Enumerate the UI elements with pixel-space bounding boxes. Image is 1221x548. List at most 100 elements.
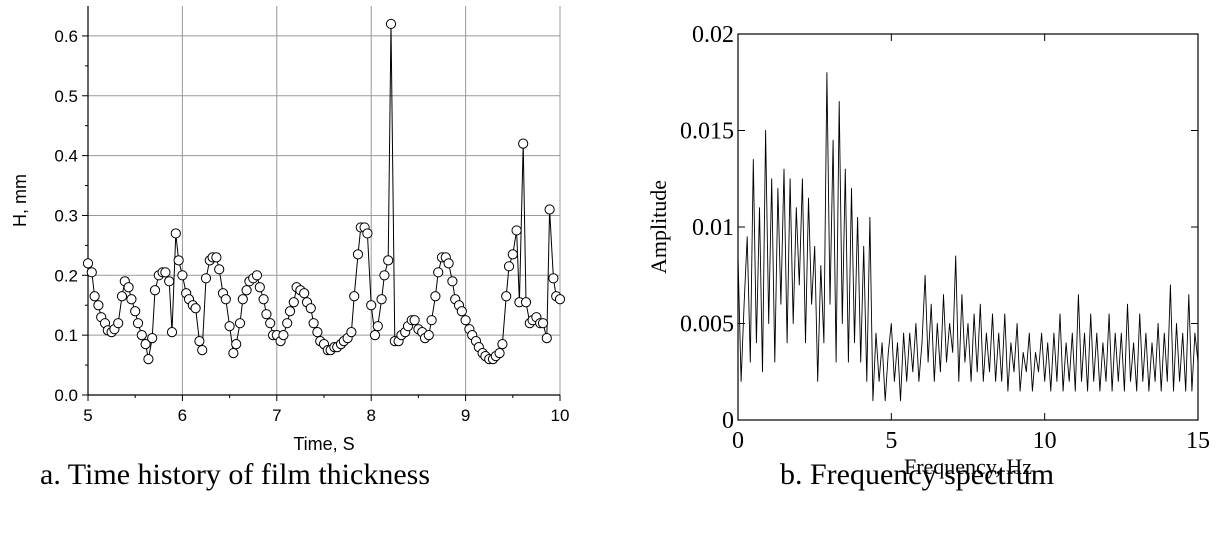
data-point (537, 318, 549, 329)
data-point (409, 315, 420, 326)
data-point (460, 315, 471, 326)
data-point (130, 306, 141, 317)
data-point (423, 330, 434, 341)
data-point (507, 249, 518, 260)
data-point (494, 348, 505, 359)
data-point (228, 348, 239, 359)
data-point (123, 282, 134, 293)
data-point (258, 294, 269, 305)
data-point (312, 327, 323, 338)
x-tick-label: 0 (732, 428, 744, 454)
data-point (497, 339, 508, 350)
series-line (87, 23, 561, 360)
data-point (443, 258, 454, 269)
data-point (170, 228, 181, 239)
data-point (305, 303, 316, 314)
data-point (511, 225, 522, 236)
y-tick-label: 0.1 (54, 326, 78, 345)
chart-time-history: 5 6 7 8 9 10 0.0 0.1 0.2 0.3 0.4 0.5 0.6 Time, S H, mm (10, 6, 570, 454)
data-point (126, 294, 137, 305)
y-axis-label: H, mm (10, 174, 30, 227)
data-point (194, 336, 205, 347)
data-point (261, 309, 272, 320)
y-tick-label: 0.015 (680, 119, 734, 145)
data-point (190, 303, 201, 314)
x-tick-label: 10 (551, 406, 570, 425)
data-point (383, 255, 394, 266)
data-point (241, 285, 252, 296)
data-point (349, 291, 360, 302)
data-point (447, 276, 458, 287)
data-point (132, 318, 144, 329)
data-point (231, 339, 242, 350)
caption-b: b. Frequency spectrum (780, 458, 1055, 491)
data-point (265, 318, 276, 329)
data-point (385, 18, 397, 30)
data-point (200, 273, 212, 284)
x-tick-label: 6 (178, 406, 187, 425)
data-point (369, 330, 381, 341)
data-point (143, 353, 154, 365)
data-point (548, 273, 559, 284)
x-axis-label: Frequency, Hz (904, 454, 1032, 479)
data-point (362, 228, 373, 239)
data-point (376, 294, 387, 305)
data-point (147, 333, 158, 344)
spectrum-line (737, 72, 1199, 402)
y-tick-label: 0.02 (692, 22, 734, 48)
x-tick-label: 15 (1186, 428, 1210, 454)
data-point (288, 297, 299, 308)
data-point (164, 276, 175, 287)
data-point (113, 318, 124, 329)
data-point (173, 255, 184, 266)
data-point (541, 333, 552, 344)
y-tick-label: 0.6 (54, 27, 78, 46)
data-point (220, 294, 231, 305)
y-tick-label: 0.01 (692, 215, 734, 241)
data-point (211, 252, 222, 263)
data-point (86, 267, 97, 278)
data-point (136, 330, 147, 341)
data-point (234, 318, 246, 329)
plot-frame (737, 33, 1199, 421)
data-point (177, 270, 188, 281)
data-point (430, 291, 441, 302)
data-point (89, 291, 100, 302)
x-tick-label: 5 (885, 428, 897, 454)
data-point (251, 270, 263, 281)
data-point (372, 321, 383, 332)
data-point (278, 330, 289, 341)
data-point (116, 291, 128, 302)
data-point (93, 300, 104, 311)
data-point (554, 294, 566, 305)
data-point (282, 318, 293, 329)
data-point (237, 294, 248, 305)
data-point (140, 339, 151, 350)
data-point (308, 318, 319, 329)
x-tick-label: 7 (272, 406, 281, 425)
y-tick-label: 0.5 (54, 87, 78, 106)
data-point (379, 270, 390, 281)
data-point (433, 267, 444, 278)
data-point (346, 327, 357, 338)
data-point (224, 321, 235, 332)
data-point (544, 204, 555, 215)
data-point (254, 282, 265, 293)
x-tick-label: 10 (1033, 428, 1057, 454)
y-tick-label: 0 (722, 408, 734, 434)
data-point (197, 345, 208, 356)
x-tick-label: 5 (83, 406, 92, 425)
data-point (503, 261, 515, 272)
data-point (518, 138, 529, 149)
y-tick-label: 0.005 (680, 312, 734, 338)
y-tick-label: 0.2 (54, 266, 78, 285)
x-tick-label: 8 (366, 406, 375, 425)
y-tick-label: 0.0 (54, 386, 78, 405)
y-axis-label: Amplitude (646, 180, 671, 274)
data-point (82, 258, 94, 269)
data-point (214, 264, 225, 275)
caption-a: a. Time history of film thickness (40, 458, 430, 491)
x-axis-label: Time, S (293, 434, 354, 454)
chart-frequency-spectrum: 0 5 10 15 0 0.005 0.01 0.015 0.02 Frequency, Hz Am… (646, 22, 1210, 479)
